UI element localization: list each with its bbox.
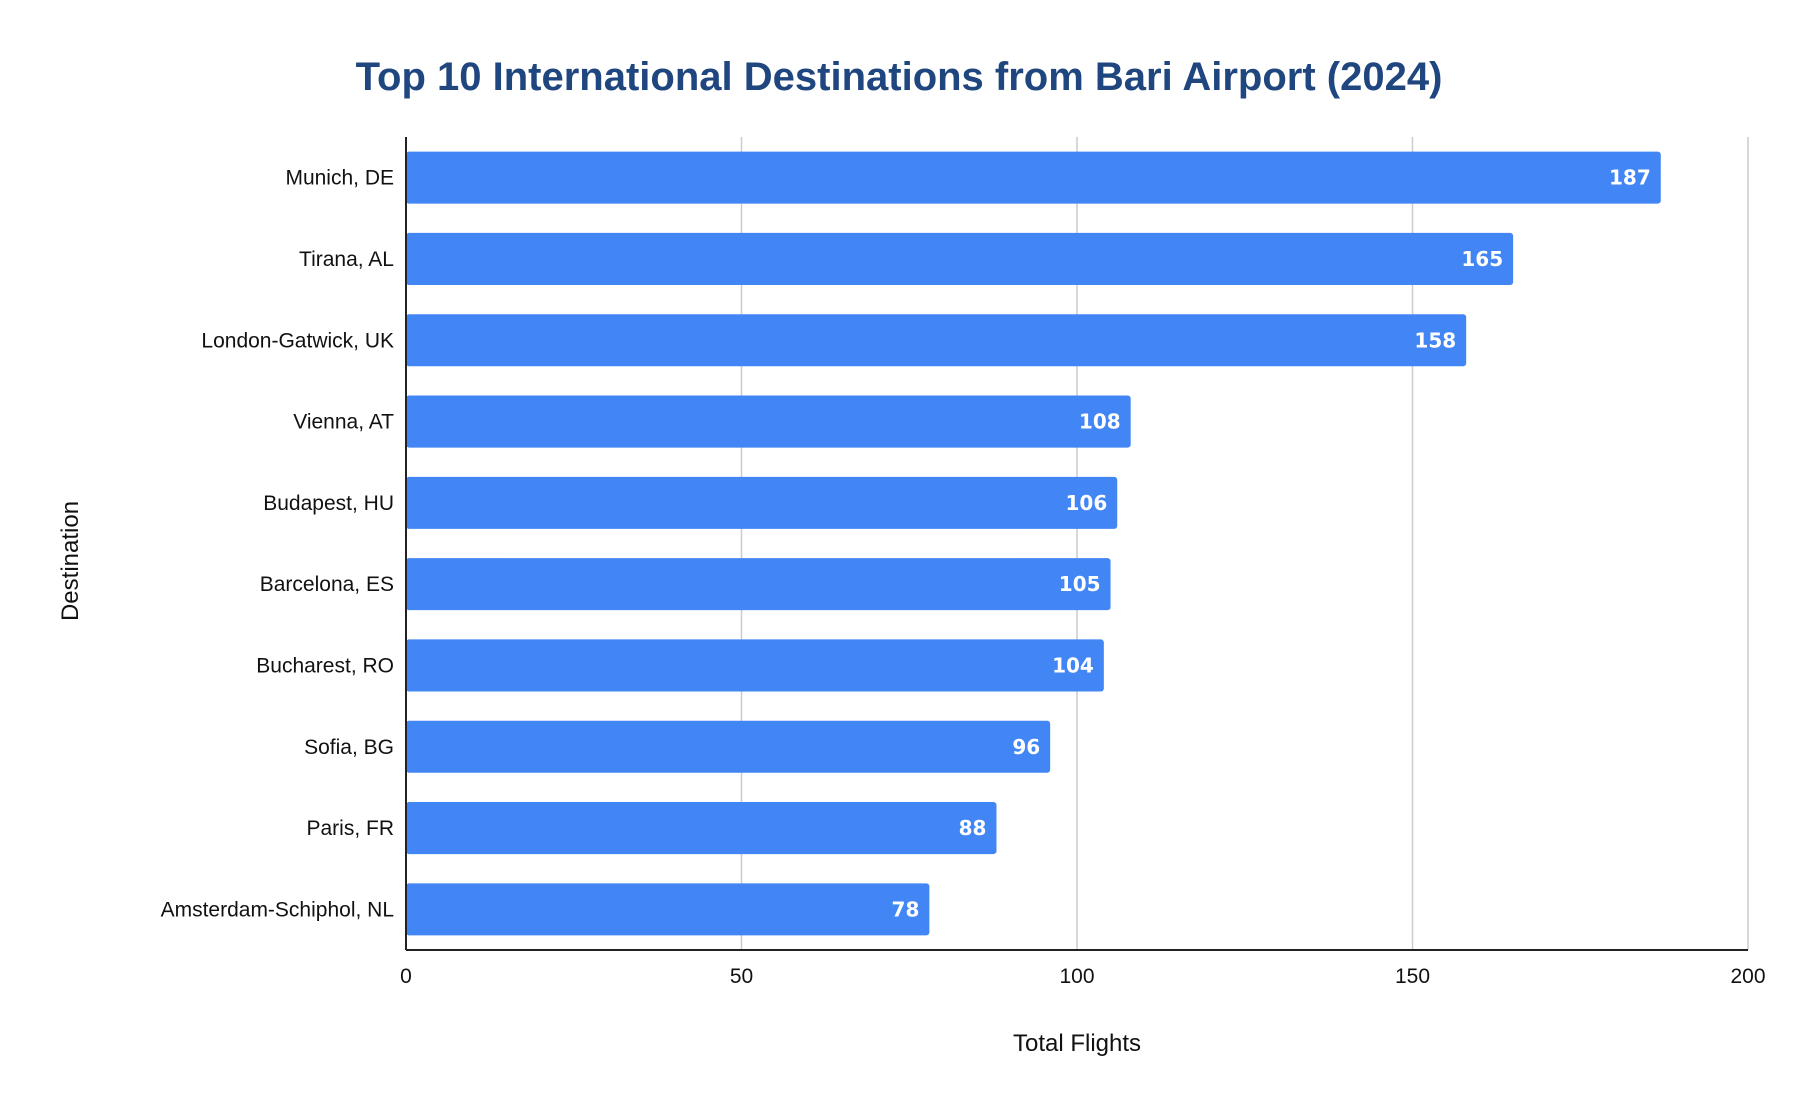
category-label: Barcelona, ES: [260, 573, 394, 596]
category-label: London-Gatwick, UK: [201, 329, 394, 352]
category-label: Sofia, BG: [304, 736, 394, 759]
data-label: 88: [959, 816, 987, 840]
x-tick-label: 100: [1059, 965, 1094, 988]
x-tick-label: 50: [730, 965, 753, 988]
bar: [406, 720, 1051, 773]
data-label: 96: [1012, 735, 1040, 759]
bar: [406, 883, 930, 936]
category-label: Amsterdam-Schiphol, NL: [161, 898, 394, 921]
bar: [406, 476, 1118, 529]
category-label: Budapest, HU: [263, 492, 394, 515]
category-label: Bucharest, RO: [256, 654, 394, 677]
bar: [406, 395, 1131, 448]
data-label: 105: [1059, 572, 1101, 596]
bar: [406, 151, 1661, 204]
x-tick-label: 150: [1395, 965, 1430, 988]
bar: [406, 558, 1111, 611]
data-label: 104: [1052, 653, 1094, 677]
bar: [406, 639, 1104, 692]
x-tick-label: 200: [1730, 965, 1765, 988]
x-axis-title: Total Flights: [1013, 1030, 1141, 1057]
y-axis-title: Destination: [57, 501, 84, 621]
data-label: 187: [1609, 166, 1651, 190]
bars: [406, 151, 1661, 936]
data-label: 158: [1414, 328, 1456, 352]
axes: [405, 137, 1748, 951]
data-label: 108: [1079, 410, 1121, 434]
x-tick-label: 0: [400, 965, 412, 988]
bar: [406, 314, 1467, 367]
labels: 0 50 100 150 200 Munich, DE 187 Tirana, AL 165 Lo…: [161, 166, 1766, 988]
bar: [406, 232, 1514, 285]
data-label: 165: [1461, 247, 1503, 271]
category-label: Vienna, AT: [293, 411, 394, 434]
data-label: 106: [1066, 491, 1108, 515]
category-label: Tirana, AL: [299, 248, 394, 271]
data-label: 78: [892, 897, 920, 921]
chart-title: Top 10 International Destinations from B…: [356, 55, 1443, 99]
bar: [406, 802, 997, 855]
category-label: Munich, DE: [285, 167, 394, 190]
category-label: Paris, FR: [306, 817, 394, 840]
